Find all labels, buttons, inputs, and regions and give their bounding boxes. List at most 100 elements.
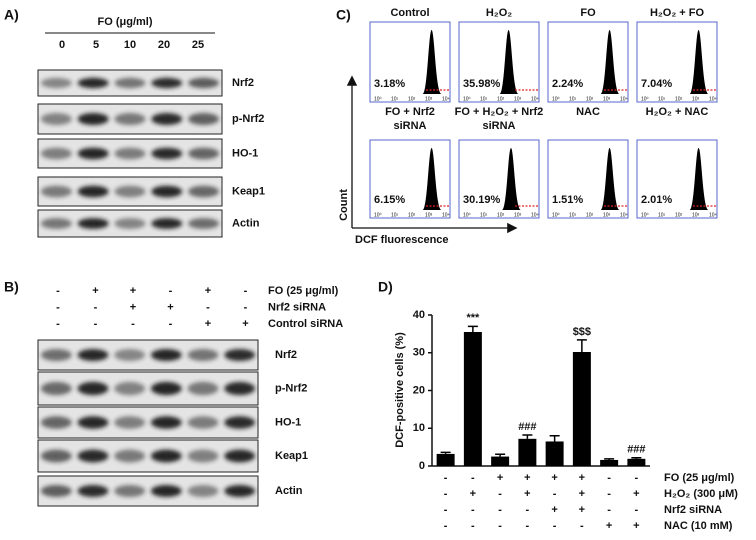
significance-label: ### [627, 444, 645, 456]
condition-label: Nrf2 siRNA [664, 504, 722, 516]
condition-sign: - [526, 504, 530, 516]
x-tick-label: 10² [497, 212, 505, 218]
blot-band [188, 147, 220, 160]
blot-label: Actin [232, 217, 260, 229]
blot-band [150, 449, 182, 463]
x-tick-label: 10¹ [658, 96, 666, 102]
condition-label: NAC (10 mM) [664, 520, 733, 532]
x-tick-label: 10³ [514, 212, 522, 218]
condition-label: H₂O₂ (300 μM) [664, 488, 738, 500]
blot [37, 371, 259, 406]
dose-label: 10 [124, 39, 136, 51]
x-tick-label: 10⁰ [552, 212, 560, 218]
condition-sign: - [607, 488, 611, 500]
panel-label: A) [4, 7, 19, 23]
condition-sign: - [607, 504, 611, 516]
condition-sign: + [92, 285, 98, 297]
error-bar [467, 325, 478, 332]
histogram-peak [422, 30, 442, 94]
histogram-frame [458, 139, 540, 219]
condition-sign: - [471, 520, 475, 532]
condition-sign: + [633, 488, 639, 500]
y-tick-label: 30 [413, 347, 425, 359]
blot-band [188, 185, 220, 198]
condition-sign: - [553, 520, 557, 532]
blot-label: p-Nrf2 [232, 113, 264, 125]
blot-band [40, 381, 72, 396]
histogram-title: FO [580, 7, 596, 19]
blot-band [77, 185, 109, 198]
blot-band [224, 381, 256, 396]
blot-label: Keap1 [232, 185, 265, 197]
blot-band [77, 349, 109, 361]
x-tick-label: 10³ [425, 96, 433, 102]
condition-sign: + [205, 285, 211, 297]
histogram-peak [689, 30, 709, 94]
blot-band [188, 77, 220, 89]
x-tick-label: 10⁰ [374, 212, 382, 218]
condition-sign: - [498, 520, 502, 532]
blot-band [40, 416, 72, 429]
blot-band [224, 349, 256, 361]
condition-sign: + [524, 472, 530, 484]
blot-band [77, 77, 109, 89]
condition-sign: - [580, 520, 584, 532]
blot-band [114, 185, 146, 198]
condition-sign: + [606, 520, 612, 532]
x-tick-label: 10⁴ [709, 96, 717, 102]
blot-band [114, 218, 146, 229]
condition-sign: - [56, 301, 60, 313]
blot-label: HO-1 [275, 416, 301, 428]
blot-band [77, 416, 109, 429]
x-tick-label: 10¹ [658, 212, 666, 218]
x-tick-label: 10¹ [391, 212, 399, 218]
condition-label: FO (25 μg/ml) [268, 285, 339, 297]
percent-label: 7.04% [641, 78, 672, 90]
blot-label: HO-1 [232, 147, 258, 159]
histogram-title: NAC [576, 106, 600, 118]
blot-band [150, 349, 182, 361]
bar [491, 456, 510, 466]
x-tick-label: 10⁴ [620, 212, 628, 218]
error-bar [522, 434, 533, 439]
percent-label: 2.01% [641, 194, 672, 206]
dose-label: 20 [158, 39, 170, 51]
blot-band [77, 449, 109, 463]
blot-label: Actin [275, 485, 303, 497]
blot-band [151, 113, 183, 125]
x-tick-label: 10¹ [480, 96, 488, 102]
blot-band [77, 381, 109, 396]
blot-band [77, 218, 109, 229]
blot-band [77, 113, 109, 125]
x-tick-label: 10¹ [569, 212, 577, 218]
condition-sign: - [206, 301, 210, 313]
x-tick-label: 10² [408, 96, 416, 102]
condition-sign: - [444, 472, 448, 484]
condition-sign: + [205, 318, 211, 330]
x-tick-label: 10⁰ [641, 212, 649, 218]
condition-sign: - [444, 504, 448, 516]
blot-band [150, 381, 182, 396]
dose-label: 25 [192, 39, 204, 51]
blot-band [114, 349, 146, 361]
blot-label: Keap1 [275, 450, 308, 462]
condition-sign: + [497, 472, 503, 484]
percent-label: 3.18% [374, 78, 405, 90]
y-tick-label: 40 [413, 309, 425, 321]
bar [572, 351, 591, 466]
y-axis-title: DCF-positive cells (%) [394, 332, 406, 448]
x-tick-label: 10² [408, 212, 416, 218]
x-tick-label: 10⁰ [463, 212, 471, 218]
condition-sign: - [169, 318, 173, 330]
histogram-peak [499, 30, 519, 94]
blot-label: Nrf2 [275, 349, 297, 361]
blot-band [114, 147, 146, 160]
blot-band [40, 185, 72, 198]
x-tick-label: 10³ [514, 96, 522, 102]
blot-band [40, 449, 72, 463]
blot [37, 475, 259, 507]
histogram-title: Control [390, 7, 429, 19]
blot-band [114, 113, 146, 125]
histogram-peak [689, 148, 709, 210]
x-tick-label: 10² [675, 96, 683, 102]
